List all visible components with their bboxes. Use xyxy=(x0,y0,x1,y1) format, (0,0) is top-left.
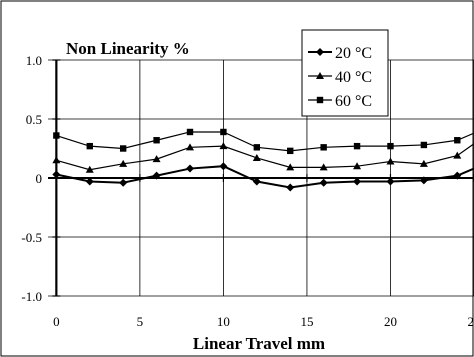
data-point xyxy=(286,183,295,192)
legend-box xyxy=(301,29,389,117)
data-point xyxy=(353,177,362,186)
legend-marker xyxy=(316,72,324,79)
data-point xyxy=(119,178,128,187)
data-point xyxy=(152,155,161,163)
data-point xyxy=(420,141,428,149)
y-tick-label: 1.0 xyxy=(26,53,42,68)
x-tick-label: 5 xyxy=(137,314,144,329)
data-point xyxy=(252,177,261,186)
x-tick-label: 0 xyxy=(53,314,60,329)
legend-label: 40 °C xyxy=(335,69,372,86)
legend: 20 °C 40 °C 60 °C xyxy=(301,29,389,117)
data-point xyxy=(53,132,60,139)
y-tick-label: -0.5 xyxy=(21,230,42,245)
data-point xyxy=(319,163,328,171)
data-point xyxy=(119,159,128,167)
y-tick-label: 0.5 xyxy=(26,112,42,127)
data-point xyxy=(453,171,462,180)
legend-marker xyxy=(316,48,324,56)
series-line xyxy=(56,165,474,189)
data-point xyxy=(320,144,327,151)
data-point xyxy=(454,137,461,144)
series-triangle xyxy=(52,142,474,173)
data-point xyxy=(319,178,328,187)
data-point xyxy=(419,176,428,185)
data-point xyxy=(386,157,395,165)
data-point xyxy=(419,159,428,167)
x-tick-label: 10 xyxy=(217,314,230,329)
y-tick-label: 0 xyxy=(36,171,43,186)
legend-label: 20 °C xyxy=(335,45,372,62)
chart-title: Non Linearity % xyxy=(66,39,190,58)
x-tick-label: 25 xyxy=(468,314,474,329)
data-point xyxy=(386,177,395,186)
data-point xyxy=(387,142,394,150)
y-tick-label: -1.0 xyxy=(21,289,42,304)
data-point xyxy=(52,170,61,179)
data-point xyxy=(85,165,94,173)
series-diamond xyxy=(52,162,474,192)
x-tick-label: 20 xyxy=(384,314,397,329)
data-point xyxy=(353,142,361,150)
data-point xyxy=(186,128,194,136)
data-point xyxy=(186,164,194,173)
data-point xyxy=(286,163,295,171)
data-point xyxy=(219,142,228,150)
data-point xyxy=(220,128,227,136)
data-point xyxy=(153,137,160,144)
data-point xyxy=(253,144,261,151)
data-point xyxy=(219,162,228,171)
series-square xyxy=(53,128,474,155)
x-axis-label: Linear Travel mm xyxy=(193,334,325,353)
data-point xyxy=(287,147,294,155)
data-point xyxy=(152,171,161,180)
series-line xyxy=(56,143,474,171)
x-tick-label: 15 xyxy=(300,314,313,329)
data-point xyxy=(186,143,194,151)
data-point xyxy=(85,177,94,186)
data-point xyxy=(252,153,261,161)
data-point xyxy=(119,145,127,152)
data-point xyxy=(52,156,61,164)
tick-labels: -1.0 -0.5 0 0.5 1.0 0 5 10 15 20 25 xyxy=(21,53,474,329)
data-point xyxy=(353,162,362,170)
series-line xyxy=(56,131,474,152)
legend-label: 60 °C xyxy=(335,93,372,110)
legend-marker xyxy=(316,96,324,104)
data-point xyxy=(86,142,93,150)
series-group xyxy=(52,128,474,192)
data-point xyxy=(453,151,462,159)
